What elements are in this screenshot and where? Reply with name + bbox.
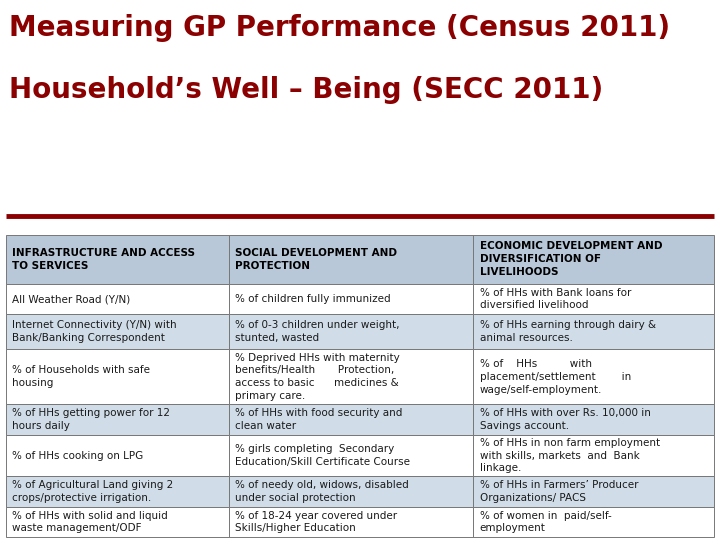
Text: % of HHs with solid and liquid
waste management/ODF: % of HHs with solid and liquid waste man…: [12, 510, 168, 534]
Bar: [229, 235, 473, 284]
Bar: [473, 314, 714, 349]
Bar: [229, 349, 473, 404]
Text: % Deprived HHs with maternity
benefits/Health       Protection,
access to basic : % Deprived HHs with maternity benefits/H…: [235, 353, 400, 401]
Bar: [229, 404, 473, 435]
Bar: [473, 284, 714, 314]
Text: % of HHs with Bank loans for
diversified livelihood: % of HHs with Bank loans for diversified…: [480, 288, 631, 310]
Bar: [229, 476, 473, 507]
Bar: [6, 349, 229, 404]
Text: % of    HHs          with
placement/settlement        in
wage/self-employment.: % of HHs with placement/settlement in wa…: [480, 359, 631, 395]
Bar: [473, 349, 714, 404]
Text: INFRASTRUCTURE AND ACCESS
TO SERVICES: INFRASTRUCTURE AND ACCESS TO SERVICES: [12, 248, 195, 271]
Bar: [6, 235, 229, 284]
Text: Measuring GP Performance (Census 2011): Measuring GP Performance (Census 2011): [9, 14, 670, 42]
Bar: [6, 404, 229, 435]
Text: % of Households with safe
housing: % of Households with safe housing: [12, 366, 150, 388]
Bar: [473, 476, 714, 507]
Bar: [6, 476, 229, 507]
Text: % of women in  paid/self-
employment: % of women in paid/self- employment: [480, 510, 611, 534]
Text: % of HHs with over Rs. 10,000 in
Savings account.: % of HHs with over Rs. 10,000 in Savings…: [480, 408, 651, 431]
Text: % of HHs with food security and
clean water: % of HHs with food security and clean wa…: [235, 408, 402, 431]
Text: ECONOMIC DEVELOPMENT AND
DIVERSIFICATION OF
LIVELIHOODS: ECONOMIC DEVELOPMENT AND DIVERSIFICATION…: [480, 241, 662, 277]
Bar: [6, 435, 229, 476]
Text: % of children fully immunized: % of children fully immunized: [235, 294, 391, 304]
Bar: [6, 284, 229, 314]
Bar: [6, 314, 229, 349]
Text: % of needy old, widows, disabled
under social protection: % of needy old, widows, disabled under s…: [235, 480, 409, 503]
Text: All Weather Road (Y/N): All Weather Road (Y/N): [12, 294, 130, 304]
Text: % of 18-24 year covered under
Skills/Higher Education: % of 18-24 year covered under Skills/Hig…: [235, 510, 397, 534]
Bar: [473, 435, 714, 476]
Bar: [473, 404, 714, 435]
Text: % of HHs cooking on LPG: % of HHs cooking on LPG: [12, 450, 143, 461]
Text: % of Agricultural Land giving 2
crops/protective irrigation.: % of Agricultural Land giving 2 crops/pr…: [12, 480, 174, 503]
Text: % of HHs getting power for 12
hours daily: % of HHs getting power for 12 hours dail…: [12, 408, 170, 431]
Bar: [6, 507, 229, 537]
Text: % of HHs in non farm employment
with skills, markets  and  Bank
linkage.: % of HHs in non farm employment with ski…: [480, 438, 660, 473]
Text: % of 0-3 children under weight,
stunted, wasted: % of 0-3 children under weight, stunted,…: [235, 320, 400, 343]
Bar: [473, 235, 714, 284]
Bar: [229, 284, 473, 314]
Text: % girls completing  Secondary
Education/Skill Certificate Course: % girls completing Secondary Education/S…: [235, 444, 410, 467]
Text: SOCIAL DEVELOPMENT AND
PROTECTION: SOCIAL DEVELOPMENT AND PROTECTION: [235, 248, 397, 271]
Text: Household’s Well – Being (SECC 2011): Household’s Well – Being (SECC 2011): [9, 76, 603, 104]
Text: Internet Connectivity (Y/N) with
Bank/Banking Correspondent: Internet Connectivity (Y/N) with Bank/Ba…: [12, 320, 177, 343]
Bar: [473, 507, 714, 537]
Text: % of HHs earning through dairy &
animal resources.: % of HHs earning through dairy & animal …: [480, 320, 656, 343]
Text: % of HHs in Farmers’ Producer
Organizations/ PACS: % of HHs in Farmers’ Producer Organizati…: [480, 480, 639, 503]
Bar: [229, 507, 473, 537]
Bar: [229, 314, 473, 349]
Bar: [229, 435, 473, 476]
